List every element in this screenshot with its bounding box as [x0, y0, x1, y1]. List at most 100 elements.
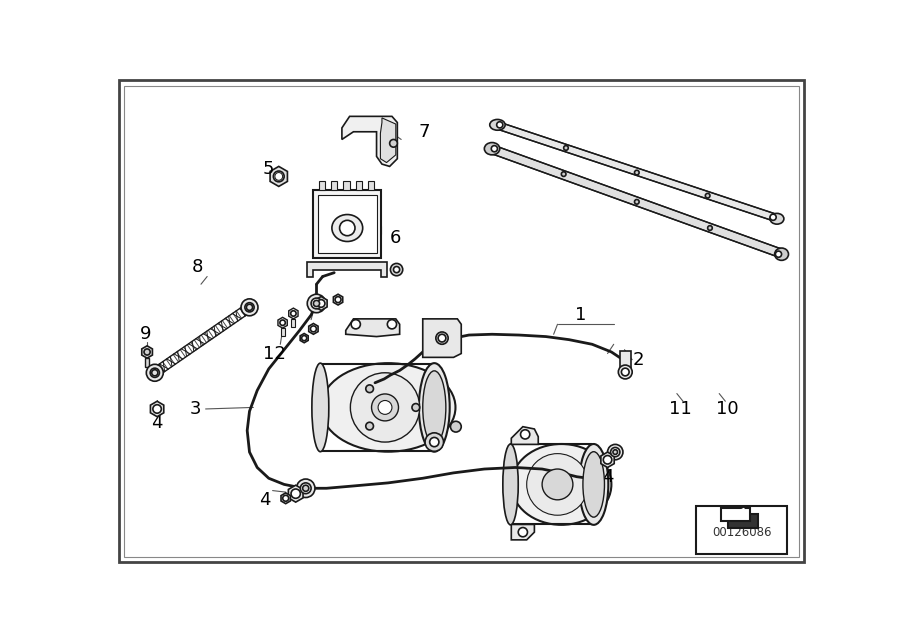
- Bar: [721, 508, 750, 522]
- Circle shape: [618, 365, 632, 379]
- Ellipse shape: [350, 373, 419, 442]
- Bar: [319, 181, 325, 190]
- Polygon shape: [289, 308, 298, 319]
- Circle shape: [707, 226, 712, 230]
- Text: 4: 4: [259, 491, 271, 509]
- Text: 4: 4: [313, 297, 325, 315]
- Bar: [368, 181, 374, 190]
- Text: 4: 4: [602, 467, 613, 486]
- Polygon shape: [281, 493, 291, 504]
- Circle shape: [283, 495, 289, 501]
- Bar: [331, 181, 338, 190]
- Circle shape: [296, 479, 315, 497]
- Ellipse shape: [579, 444, 608, 525]
- Polygon shape: [288, 485, 303, 502]
- Circle shape: [310, 326, 317, 332]
- Circle shape: [613, 450, 617, 454]
- Circle shape: [621, 368, 629, 376]
- Circle shape: [351, 320, 360, 329]
- Ellipse shape: [583, 452, 605, 517]
- Polygon shape: [270, 167, 287, 186]
- Polygon shape: [511, 525, 535, 540]
- Circle shape: [291, 489, 301, 499]
- Circle shape: [153, 404, 161, 413]
- Circle shape: [634, 170, 639, 175]
- Ellipse shape: [332, 214, 363, 242]
- Bar: [292, 319, 295, 326]
- Circle shape: [497, 121, 503, 128]
- Text: 5: 5: [263, 160, 274, 177]
- Ellipse shape: [312, 363, 328, 452]
- Circle shape: [491, 146, 498, 152]
- Circle shape: [436, 332, 448, 344]
- Ellipse shape: [770, 214, 784, 224]
- Text: 9: 9: [140, 325, 151, 343]
- Polygon shape: [152, 303, 252, 377]
- Circle shape: [280, 320, 285, 326]
- Circle shape: [152, 370, 158, 376]
- Circle shape: [429, 438, 439, 446]
- Bar: [696, 506, 787, 554]
- Polygon shape: [496, 121, 778, 223]
- Polygon shape: [278, 317, 287, 328]
- Ellipse shape: [775, 248, 788, 260]
- Circle shape: [311, 298, 322, 309]
- Bar: [145, 358, 149, 368]
- Polygon shape: [511, 427, 538, 445]
- Bar: [313, 190, 382, 258]
- Ellipse shape: [542, 469, 573, 500]
- Circle shape: [518, 527, 527, 537]
- Circle shape: [412, 404, 419, 411]
- Text: 6: 6: [390, 229, 401, 247]
- Circle shape: [274, 172, 283, 180]
- Text: 1: 1: [575, 306, 586, 324]
- Text: 3: 3: [190, 400, 202, 418]
- Text: 4: 4: [151, 414, 163, 432]
- Circle shape: [608, 445, 623, 460]
- Circle shape: [335, 296, 341, 303]
- Ellipse shape: [490, 120, 505, 130]
- Circle shape: [144, 349, 150, 355]
- Circle shape: [307, 294, 326, 313]
- Bar: [356, 181, 362, 190]
- Circle shape: [603, 455, 612, 464]
- Ellipse shape: [418, 363, 450, 452]
- Bar: [620, 351, 631, 368]
- Bar: [344, 181, 349, 190]
- Circle shape: [245, 303, 254, 312]
- Circle shape: [425, 433, 444, 452]
- Circle shape: [634, 200, 639, 204]
- Bar: [728, 514, 758, 527]
- Circle shape: [247, 304, 253, 310]
- Bar: [281, 328, 284, 336]
- Circle shape: [438, 335, 446, 342]
- Circle shape: [318, 300, 325, 307]
- Circle shape: [339, 220, 355, 236]
- Circle shape: [301, 483, 311, 494]
- Circle shape: [391, 263, 402, 276]
- Circle shape: [770, 214, 776, 220]
- Text: 8: 8: [193, 258, 203, 276]
- Polygon shape: [342, 116, 397, 167]
- Polygon shape: [423, 319, 461, 357]
- Text: 10: 10: [716, 400, 738, 418]
- Circle shape: [387, 320, 397, 329]
- Circle shape: [451, 421, 461, 432]
- Ellipse shape: [320, 363, 455, 452]
- Polygon shape: [315, 296, 327, 310]
- Polygon shape: [307, 262, 387, 277]
- Ellipse shape: [511, 444, 611, 525]
- Text: 12: 12: [264, 345, 286, 363]
- Circle shape: [706, 193, 710, 198]
- Circle shape: [302, 485, 309, 492]
- Polygon shape: [309, 324, 318, 335]
- Text: 7: 7: [418, 123, 430, 141]
- Polygon shape: [346, 319, 400, 336]
- Text: 00126086: 00126086: [713, 526, 772, 539]
- Bar: [318, 195, 376, 253]
- Circle shape: [562, 172, 566, 176]
- Polygon shape: [491, 144, 783, 259]
- Ellipse shape: [484, 142, 500, 155]
- Circle shape: [563, 146, 568, 150]
- Ellipse shape: [526, 453, 589, 515]
